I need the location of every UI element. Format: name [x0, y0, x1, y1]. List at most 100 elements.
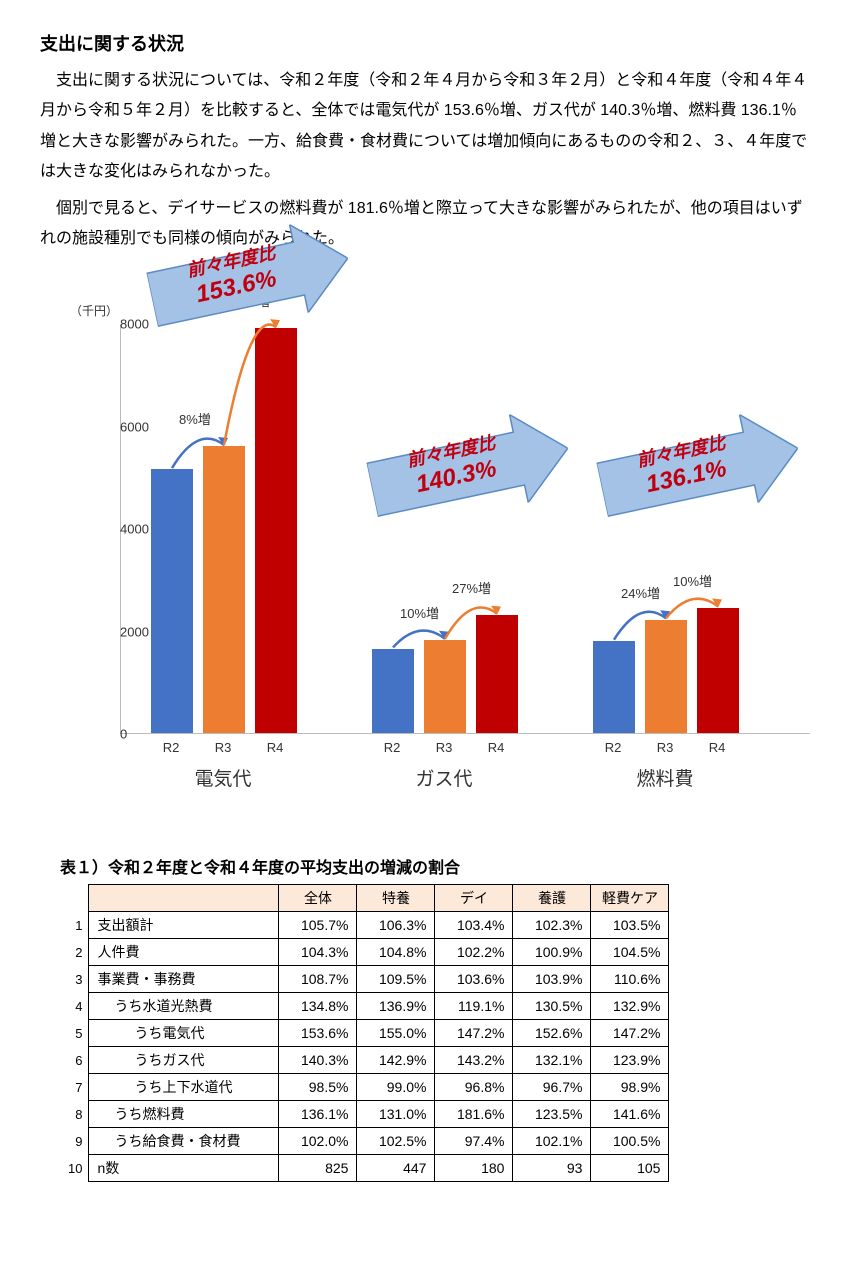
pct-increase-label: 27%増: [452, 578, 491, 597]
group-label: 燃料費: [590, 764, 740, 791]
table-cell: 131.0%: [357, 1101, 435, 1128]
table-cell: 123.5%: [513, 1101, 591, 1128]
table-cell: 142.9%: [357, 1047, 435, 1074]
bar-period-label: R4: [696, 740, 738, 755]
table-cell: 136.1%: [279, 1101, 357, 1128]
table-cell: 153.6%: [279, 1020, 357, 1047]
table-cell: 104.8%: [357, 939, 435, 966]
table-row-label: n数: [89, 1155, 279, 1182]
table-cell: 825: [279, 1155, 357, 1182]
table-row: 6うちガス代140.3%142.9%143.2%132.1%123.9%: [60, 1047, 669, 1074]
pct-increase-label: 24%増: [621, 583, 660, 602]
table-cell: 140.3%: [279, 1047, 357, 1074]
table-cell: 102.1%: [513, 1128, 591, 1155]
table-cell: 132.9%: [591, 993, 669, 1020]
table-cell: 104.3%: [279, 939, 357, 966]
table-cell: 152.6%: [513, 1020, 591, 1047]
table-cell: 132.1%: [513, 1047, 591, 1074]
table-cell: 97.4%: [435, 1128, 513, 1155]
bar-period-label: R2: [371, 740, 413, 755]
bar-period-label: R2: [150, 740, 192, 755]
table-row: 3事業費・事務費108.7%109.5%103.6%103.9%110.6%: [60, 966, 669, 993]
table-cell: 103.6%: [435, 966, 513, 993]
table-row: 8うち燃料費136.1%131.0%181.6%123.5%141.6%: [60, 1101, 669, 1128]
table-column-header: 軽費ケア: [591, 885, 669, 912]
table-cell: 109.5%: [357, 966, 435, 993]
table-cell: 130.5%: [513, 993, 591, 1020]
table-cell: 447: [357, 1155, 435, 1182]
table-row-label: うち燃料費: [89, 1101, 279, 1128]
table-cell: 98.9%: [591, 1074, 669, 1101]
table-cell: 105.7%: [279, 912, 357, 939]
bar-period-label: R2: [592, 740, 634, 755]
bar-period-label: R3: [644, 740, 686, 755]
table-row: 2人件費104.3%104.8%102.2%100.9%104.5%: [60, 939, 669, 966]
table-cell: 96.7%: [513, 1074, 591, 1101]
table-cell: 98.5%: [279, 1074, 357, 1101]
table-cell: 102.3%: [513, 912, 591, 939]
table-row-label: うちガス代: [89, 1047, 279, 1074]
section-title: 支出に関する状況: [40, 30, 810, 56]
curve-arrow-icon: [121, 324, 811, 734]
pct-increase-label: 10%増: [673, 571, 712, 590]
table-cell: 102.5%: [357, 1128, 435, 1155]
table-column-header: デイ: [435, 885, 513, 912]
table-column-header: 養護: [513, 885, 591, 912]
table-cell: 105: [591, 1155, 669, 1182]
table-title: 表１）令和２年度と令和４年度の平均支出の増減の割合: [60, 854, 810, 878]
table-cell: 110.6%: [591, 966, 669, 993]
table-cell: 93: [513, 1155, 591, 1182]
pct-increase-label: 8%増: [179, 409, 211, 428]
table-cell: 104.5%: [591, 939, 669, 966]
table-cell: 141.6%: [591, 1101, 669, 1128]
table-cell: 99.0%: [357, 1074, 435, 1101]
table-cell: 180: [435, 1155, 513, 1182]
group-label: ガス代: [369, 764, 519, 791]
table-row-label: うち電気代: [89, 1020, 279, 1047]
table-row-label: うち水道光熱費: [89, 993, 279, 1020]
table-cell: 103.9%: [513, 966, 591, 993]
table-row: 4うち水道光熱費134.8%136.9%119.1%130.5%132.9%: [60, 993, 669, 1020]
table-row: 7うち上下水道代98.5%99.0%96.8%96.7%98.9%: [60, 1074, 669, 1101]
data-table: 全体特養デイ養護軽費ケア1支出額計105.7%106.3%103.4%102.3…: [60, 884, 669, 1182]
table-cell: 96.8%: [435, 1074, 513, 1101]
table-cell: 103.4%: [435, 912, 513, 939]
table-cell: 143.2%: [435, 1047, 513, 1074]
table-row-label: 支出額計: [89, 912, 279, 939]
bar-period-label: R4: [254, 740, 296, 755]
table-cell: 119.1%: [435, 993, 513, 1020]
table-cell: 100.5%: [591, 1128, 669, 1155]
pct-increase-label: 10%増: [400, 603, 439, 622]
table-row: 9うち給食費・食材費102.0%102.5%97.4%102.1%100.5%: [60, 1128, 669, 1155]
group-label: 電気代: [148, 764, 298, 791]
table-cell: 134.8%: [279, 993, 357, 1020]
table-cell: 102.0%: [279, 1128, 357, 1155]
table-row-label: うち給食費・食材費: [89, 1128, 279, 1155]
bar-period-label: R3: [423, 740, 465, 755]
table-column-header: 特養: [357, 885, 435, 912]
table-cell: 123.9%: [591, 1047, 669, 1074]
table-cell: 147.2%: [435, 1020, 513, 1047]
table-row-label: うち上下水道代: [89, 1074, 279, 1101]
table-row: 10n数82544718093105: [60, 1155, 669, 1182]
table-cell: 106.3%: [357, 912, 435, 939]
table-column-header: 全体: [279, 885, 357, 912]
table-row-label: 人件費: [89, 939, 279, 966]
table-row: 1支出額計105.7%106.3%103.4%102.3%103.5%: [60, 912, 669, 939]
table-row: 5うち電気代153.6%155.0%147.2%152.6%147.2%: [60, 1020, 669, 1047]
table-cell: 155.0%: [357, 1020, 435, 1047]
table-cell: 103.5%: [591, 912, 669, 939]
table-cell: 181.6%: [435, 1101, 513, 1128]
table-cell: 147.2%: [591, 1020, 669, 1047]
bar-chart: （千円）02000400060008000R2R3R48%増42%増電気代前々年…: [70, 294, 790, 814]
table-cell: 100.9%: [513, 939, 591, 966]
bar-period-label: R3: [202, 740, 244, 755]
paragraph-1: 支出に関する状況については、令和２年度（令和２年４月から令和３年２月）と令和４年…: [40, 66, 810, 188]
paragraph-2: 個別で見ると、デイサービスの燃料費が 181.6％増と際立って大きな影響がみられ…: [40, 194, 810, 255]
table-row-label: 事業費・事務費: [89, 966, 279, 993]
table-cell: 102.2%: [435, 939, 513, 966]
y-axis-unit: （千円）: [70, 302, 118, 319]
table-cell: 108.7%: [279, 966, 357, 993]
bar-period-label: R4: [475, 740, 517, 755]
table-cell: 136.9%: [357, 993, 435, 1020]
